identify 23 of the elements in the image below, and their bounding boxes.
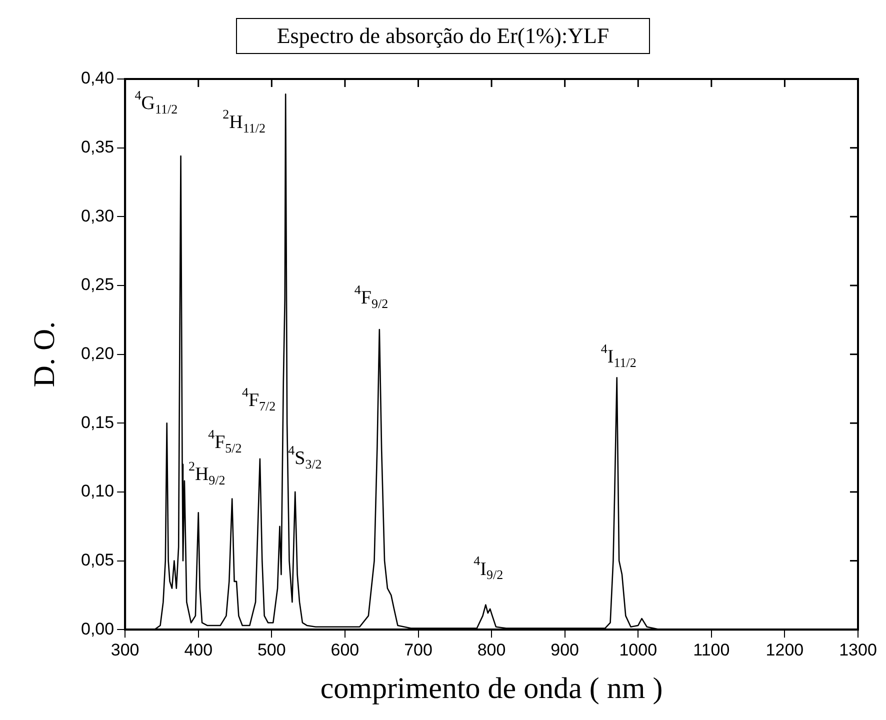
y-tick-label: 0,35 [80, 138, 114, 157]
x-tick-label: 1100 [693, 640, 730, 660]
y-tick-label: 0,00 [80, 619, 114, 638]
y-axis-title: D. O. [28, 321, 61, 388]
x-tick-label: 900 [550, 640, 580, 660]
x-tick-label: 500 [257, 640, 286, 660]
y-tick-label: 0,05 [80, 550, 114, 570]
y-tick-label: 0,10 [80, 482, 114, 501]
chart-title: Espectro de absorção do Er(1%):YLF [236, 18, 650, 54]
x-tick-label: 1000 [619, 640, 658, 660]
x-tick-label: 1200 [766, 640, 804, 660]
x-tick-label: 300 [110, 640, 140, 660]
x-tick-label: 800 [477, 640, 506, 660]
y-tick-label: 0,20 [80, 344, 114, 363]
x-tick-label: 600 [330, 640, 360, 660]
y-tick-label: 0,40 [80, 68, 114, 88]
x-axis-title: comprimento de onda ( nm ) [320, 672, 663, 705]
y-tick-label: 0,30 [80, 206, 114, 226]
y-tick-label: 0,25 [80, 275, 114, 294]
x-tick-label: 700 [404, 640, 432, 660]
x-tick-label: 400 [184, 640, 213, 660]
y-tick-label: 0,15 [80, 412, 114, 432]
x-tick-label: 1300 [839, 640, 877, 660]
